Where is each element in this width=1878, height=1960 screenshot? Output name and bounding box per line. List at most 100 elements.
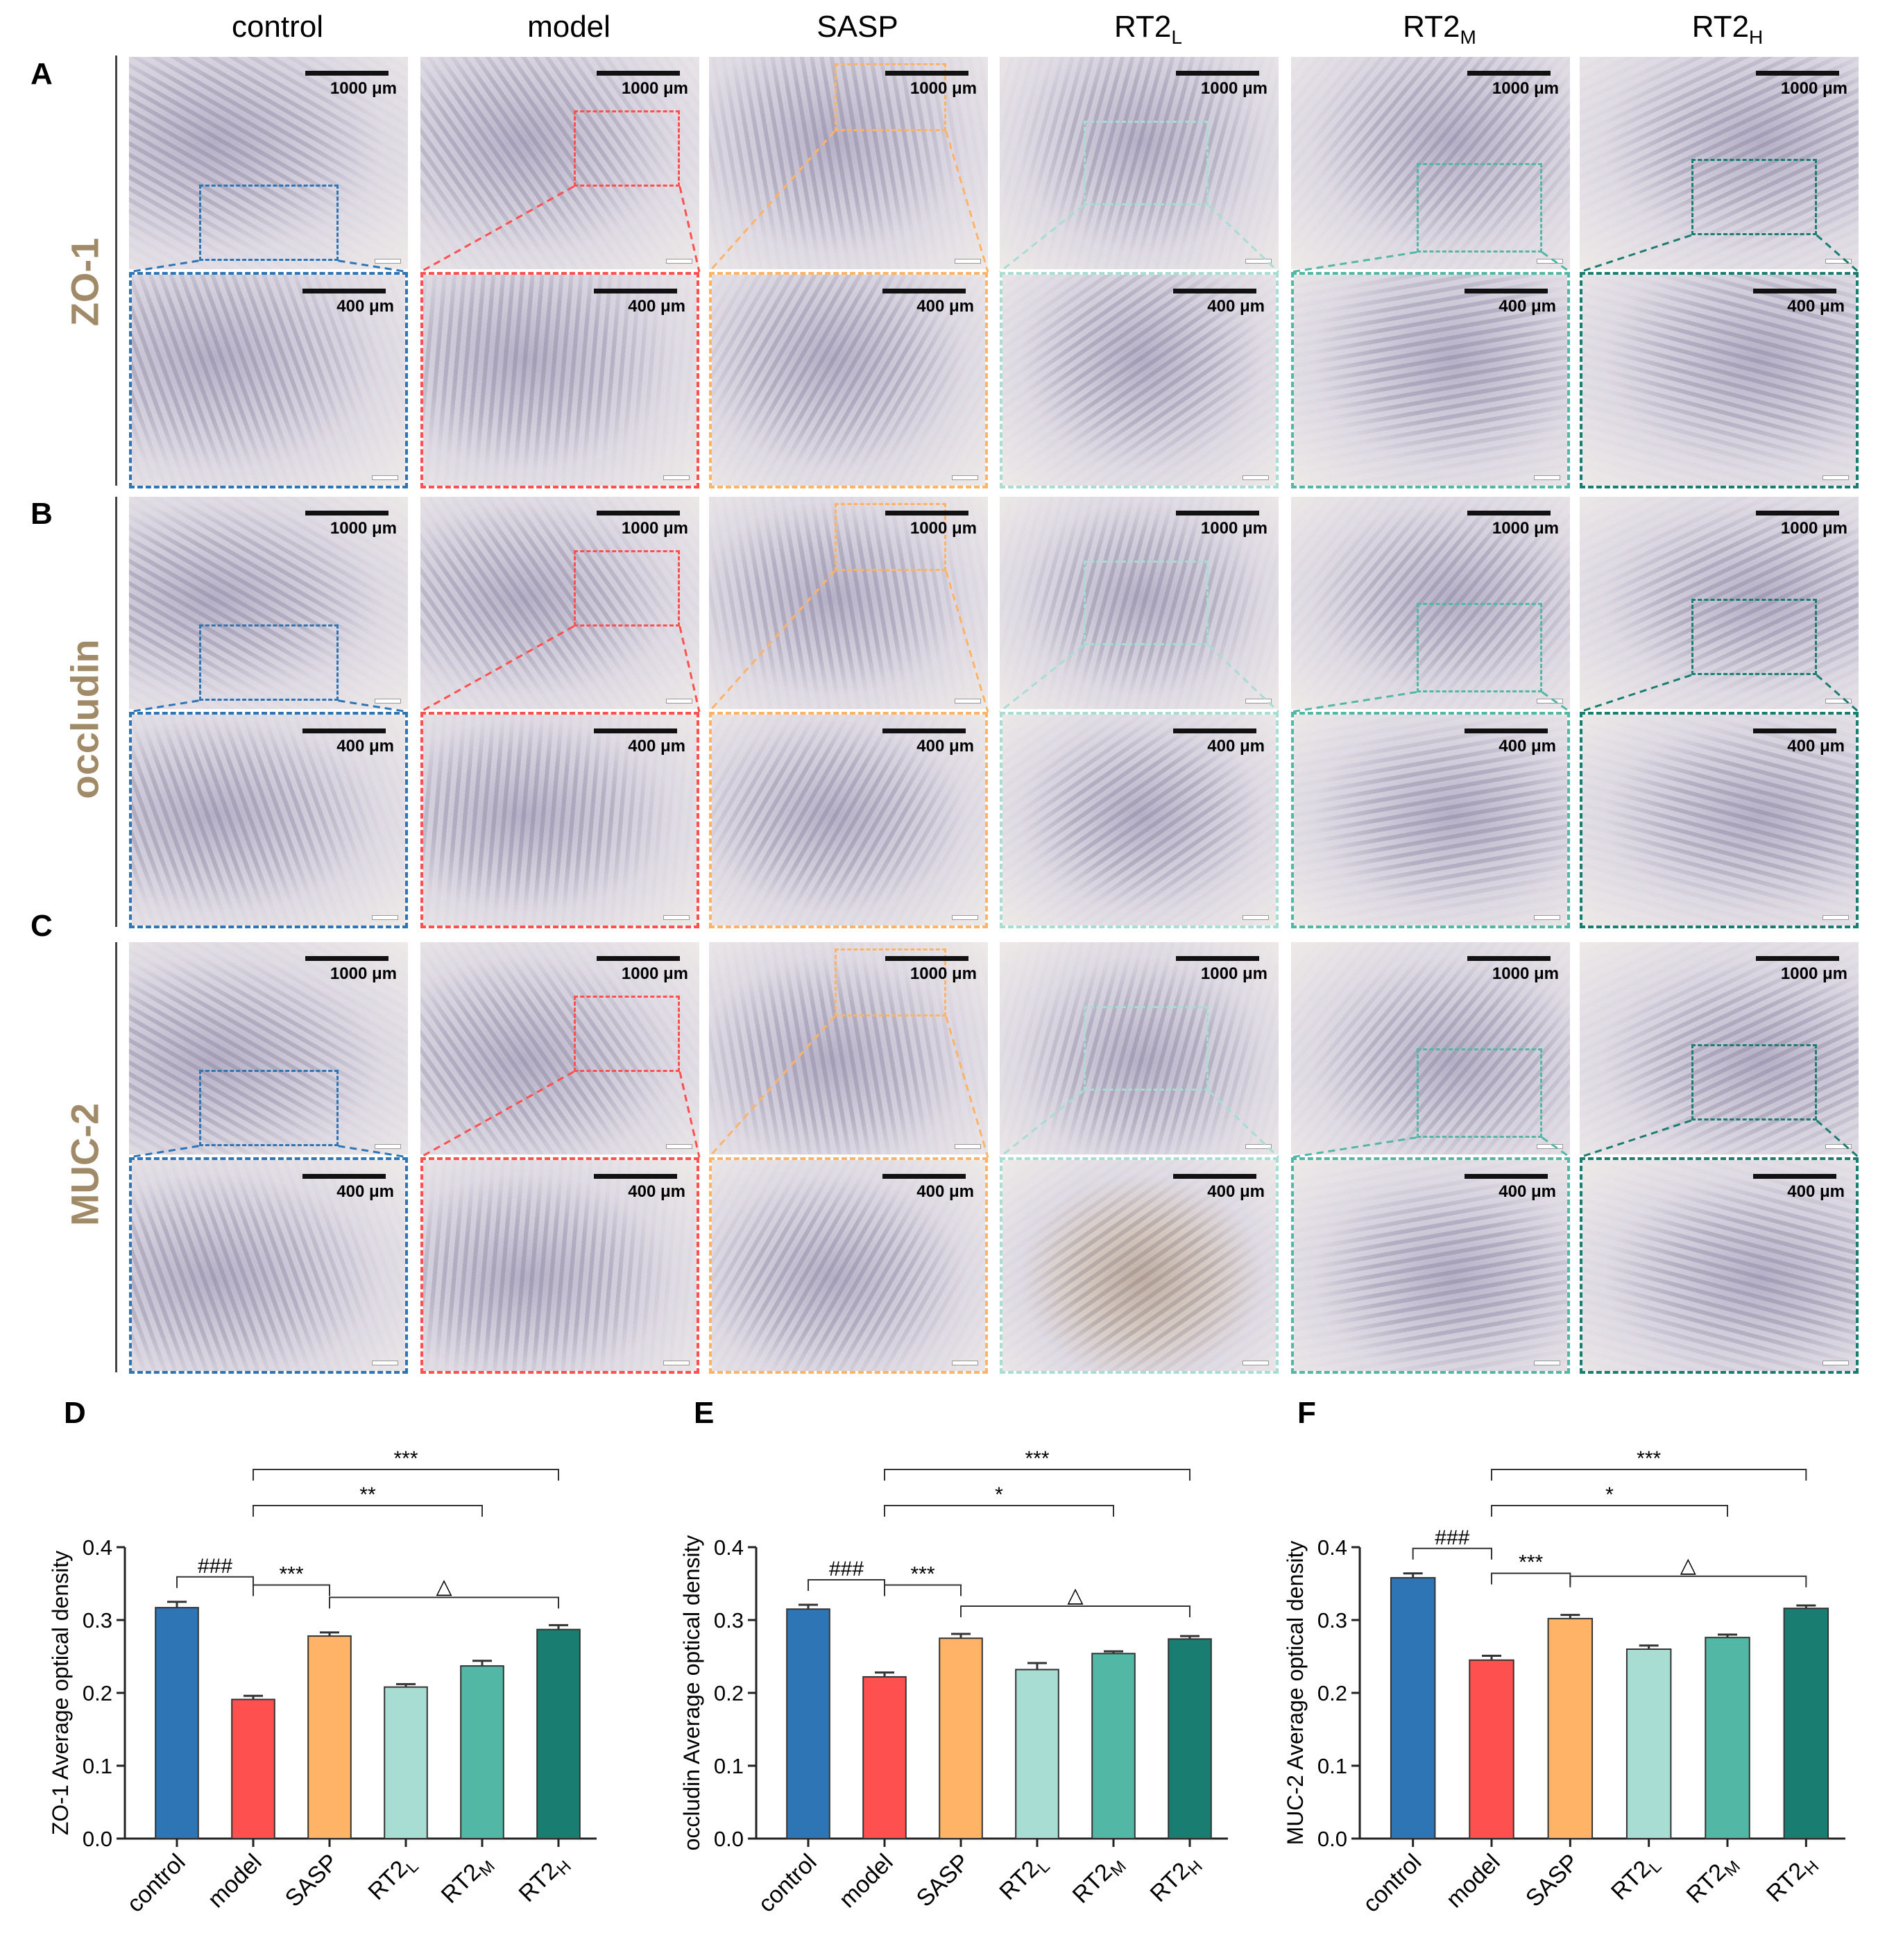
y-axis-label: MUC-2 Average optical density [1283, 1541, 1308, 1846]
scale-bar-line [594, 289, 677, 293]
scale-bar: 1000 μm [597, 956, 688, 985]
bar-3 [384, 1686, 428, 1839]
micrograph-zo-1-rt2-l-overview: 1000 μm [1000, 57, 1279, 269]
scale-bar: 1000 μm [1176, 71, 1267, 100]
mini-scale-bar [1245, 699, 1272, 704]
roi-box [198, 624, 339, 701]
scale-bar: 1000 μm [1756, 511, 1847, 540]
roi-box [1416, 163, 1542, 253]
micrograph-zo-1-sasp-overview: 1000 μm [709, 57, 988, 269]
significance-bracket [253, 1584, 330, 1596]
scale-bar-label: 1000 μm [1492, 519, 1559, 538]
scale-bar: 1000 μm [597, 511, 688, 540]
bar-1 [862, 1676, 907, 1839]
scale-bar-label: 400 μm [1499, 737, 1556, 756]
scale-bar: 400 μm [882, 289, 974, 318]
scale-bar-label: 400 μm [1499, 1182, 1556, 1201]
mini-scale-bar [375, 699, 401, 704]
y-tick-label: 0.2 [1317, 1681, 1347, 1705]
mini-scale-bar [1245, 1144, 1272, 1149]
mini-scale-bar [666, 259, 692, 264]
mini-scale-bar [375, 259, 401, 264]
tissue-image [712, 1160, 985, 1371]
mini-scale-bar [1825, 699, 1852, 704]
scale-bar-label: 400 μm [916, 737, 974, 756]
scale-bar-line [594, 728, 677, 733]
x-tick-label: RT2M [1682, 1849, 1744, 1911]
mini-scale-bar [663, 1361, 690, 1365]
tissue-image [129, 942, 408, 1154]
mini-scale-bar [1243, 1361, 1269, 1365]
x-tick-label: model [1441, 1849, 1505, 1913]
mini-scale-bar [1243, 915, 1269, 920]
significance-label: *** [1637, 1447, 1661, 1470]
micrograph-muc-2-sasp-overview: 1000 μm [709, 942, 988, 1154]
scale-bar-line [1173, 728, 1256, 733]
scale-bar-label: 400 μm [1207, 297, 1265, 316]
significance-bracket [1491, 1572, 1571, 1585]
scale-bar-label: 400 μm [336, 737, 394, 756]
scale-bar: 1000 μm [1176, 956, 1267, 985]
x-tick-label: RT2L [1606, 1849, 1666, 1909]
roi-box [574, 549, 680, 627]
scale-bar-label: 1000 μm [1780, 964, 1847, 983]
x-tick-label: model [834, 1849, 898, 1913]
mini-scale-bar [666, 1144, 692, 1149]
micrograph-muc-2-model-overview: 1000 μm [420, 942, 699, 1154]
micrograph-zo-1-rt2-m-overview: 1000 μm [1291, 57, 1570, 269]
significance-label: *** [1025, 1447, 1049, 1470]
scale-bar: 400 μm [594, 728, 685, 758]
micrograph-occludin-model-zoom: 400 μm [420, 712, 699, 928]
micrograph-muc-2-sasp-zoom: 400 μm [709, 1157, 988, 1374]
roi-box [1416, 1048, 1542, 1138]
scale-bar: 1000 μm [305, 71, 397, 100]
significance-bracket [253, 1505, 483, 1517]
scale-bar-line [1756, 71, 1839, 76]
micrograph-occludin-sasp-overview: 1000 μm [709, 497, 988, 709]
scale-bar-label: 1000 μm [330, 79, 397, 98]
scale-bar-label: 400 μm [1207, 1182, 1265, 1201]
mini-scale-bar [952, 475, 978, 480]
x-tick-label: RT2M [436, 1849, 499, 1911]
x-tick-label: RT2H [1145, 1849, 1206, 1910]
significance-bracket [884, 1505, 1114, 1517]
roi-box [574, 110, 680, 187]
micrograph-zo-1-control-overview: 1000 μm [129, 57, 408, 269]
significance-bracket [1412, 1547, 1492, 1560]
scale-bar-label: 1000 μm [1780, 79, 1847, 98]
bar-2 [307, 1635, 352, 1839]
tissue-image [129, 497, 408, 709]
significance-bracket [808, 1578, 885, 1591]
scale-bar: 400 μm [1465, 728, 1556, 758]
row-divider-a [115, 56, 117, 486]
scale-bar: 1000 μm [1176, 511, 1267, 540]
tissue-image [1582, 1160, 1856, 1371]
scale-bar-label: 1000 μm [1200, 964, 1267, 983]
scale-bar-line [1465, 289, 1548, 293]
mini-scale-bar [1537, 259, 1563, 264]
y-tick-label: 0.3 [83, 1608, 112, 1633]
scale-bar-line [305, 511, 389, 515]
group-header-rt2-mid: RT2M [1403, 10, 1476, 48]
y-tick-label: 0.4 [1317, 1535, 1347, 1560]
y-tick-label: 0.1 [83, 1754, 112, 1778]
bar-0 [155, 1607, 199, 1839]
scale-bar-line [1753, 1174, 1836, 1179]
micrograph-occludin-control-zoom: 400 μm [129, 712, 408, 928]
scale-bar: 1000 μm [1467, 71, 1559, 100]
roi-box [1416, 603, 1542, 692]
tissue-image [1002, 1160, 1276, 1371]
scale-bar-line [885, 71, 968, 76]
micrograph-occludin-rt2-h-zoom: 400 μm [1580, 712, 1859, 928]
chart-zo1: 0.0 0.1 0.2 0.3 0.4 ZO-1 Average optical dens… [48, 1447, 597, 1918]
roi-box [834, 948, 946, 1017]
significance-label: ### [198, 1555, 232, 1578]
scale-bar-label: 400 μm [1499, 297, 1556, 316]
scale-bar: 1000 μm [885, 511, 977, 540]
tissue-image [1294, 1160, 1567, 1371]
scale-bar-line [597, 511, 680, 515]
mini-scale-bar [375, 1144, 401, 1149]
scale-bar: 1000 μm [597, 71, 688, 100]
significance-label: * [995, 1483, 1003, 1506]
scale-bar-label: 400 μm [336, 1182, 394, 1201]
